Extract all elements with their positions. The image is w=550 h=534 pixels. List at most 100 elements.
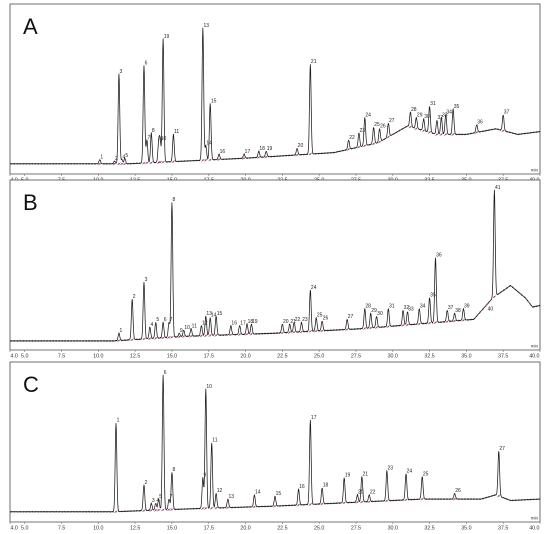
peak-label: 34 <box>446 110 452 116</box>
peak-area-marker <box>281 332 284 334</box>
peak-area-marker <box>190 335 192 337</box>
peak-area-marker <box>171 508 173 511</box>
peak-area-marker <box>121 163 123 165</box>
peak-label: 33 <box>408 306 414 312</box>
peak-label: 18 <box>323 483 329 489</box>
peak-area-marker <box>309 153 312 155</box>
peak-label: 36 <box>477 119 483 125</box>
x-unit-label: min <box>531 168 539 173</box>
peak-area-marker <box>200 335 203 337</box>
x-tick-label: 4.0 <box>11 354 18 360</box>
peak-area-marker <box>202 507 204 510</box>
peak-label: 10 <box>206 384 212 390</box>
peak-area-marker <box>296 154 298 156</box>
peak-area-marker <box>168 508 170 511</box>
peak-area-marker <box>498 495 500 497</box>
peak-label: 12 <box>217 488 223 494</box>
peak-label: 19 <box>345 473 351 479</box>
peak-label: 14 <box>211 313 217 319</box>
peak-label: 28 <box>411 107 417 113</box>
peak-label: 9 <box>159 138 162 144</box>
peak-area-marker <box>462 319 465 321</box>
peak-label: 38 <box>455 308 461 314</box>
peak-area-marker <box>150 509 153 512</box>
peak-area-marker <box>405 499 407 501</box>
panel-letter: C <box>23 372 39 397</box>
peak-area-marker <box>321 503 323 505</box>
peak-label: 3 <box>152 498 155 504</box>
peak-label: 21 <box>311 59 317 65</box>
peak-label: 9 <box>180 328 183 334</box>
x-tick-label: 40.0 <box>529 526 539 532</box>
peak-label: 10 <box>184 325 190 331</box>
peak-label: 6 <box>164 317 167 323</box>
peak-label: 32 <box>404 305 410 311</box>
peak-label: 16 <box>220 149 226 155</box>
panel-a: A4.05.07.510.012.515.017.520.022.525.027… <box>9 3 541 184</box>
peak-area-marker <box>387 136 390 138</box>
x-tick-label: 15.0 <box>167 526 177 532</box>
peak-label: 9 <box>203 473 206 479</box>
peak-label: 15 <box>217 311 223 317</box>
peak-area-marker <box>143 509 145 512</box>
x-tick-label: 15.0 <box>167 354 177 360</box>
peak-area-marker <box>453 498 456 500</box>
peak-area-marker <box>162 337 164 339</box>
x-tick-label: 30.0 <box>388 354 398 360</box>
peak-label: 1 <box>120 328 123 334</box>
x-tick-label: 22.5 <box>277 354 287 360</box>
x-tick-label: 7.5 <box>58 354 65 360</box>
peak-label: 27 <box>499 446 505 452</box>
peak-area-marker <box>118 163 120 165</box>
chromatogram-trace <box>9 374 541 513</box>
peak-label: 6 <box>164 370 167 376</box>
peak-label: 5 <box>156 317 159 323</box>
peak-area-marker <box>238 333 241 336</box>
peak-label: 8 <box>173 197 176 203</box>
peak-label: 24 <box>365 112 371 118</box>
peak-label: 22 <box>370 490 376 496</box>
x-tick-label: 40.0 <box>529 354 539 360</box>
x-tick-label: 5.0 <box>21 354 28 360</box>
peak-label: 8 <box>152 128 155 134</box>
peak-area-marker <box>475 131 478 134</box>
peak-area-marker <box>402 324 404 326</box>
peak-area-marker <box>440 133 443 136</box>
peak-label: 27 <box>389 118 395 124</box>
peak-area-marker <box>250 333 253 335</box>
peak-label: 25 <box>423 471 429 477</box>
peak-area-marker <box>168 336 170 339</box>
x-tick-label: 37.5 <box>498 526 508 532</box>
peak-label: 31 <box>389 303 395 309</box>
peak-area-marker <box>149 337 151 340</box>
peak-area-marker <box>364 327 366 330</box>
peak-area-marker <box>157 161 160 164</box>
peak-label: 24 <box>311 285 317 291</box>
peak-area-marker <box>162 509 164 511</box>
peak-label: 7 <box>170 317 173 323</box>
x-tick-label: 10.0 <box>93 354 103 360</box>
panel-letter: A <box>23 14 38 39</box>
peak-label: 5 <box>125 153 128 159</box>
peak-area-marker <box>183 335 185 338</box>
peak-area-marker <box>162 161 164 163</box>
peak-area-marker <box>274 505 276 507</box>
peak-label: 41 <box>495 185 501 191</box>
peak-label: 36 <box>436 253 442 259</box>
x-tick-label: 35.0 <box>461 354 471 360</box>
x-tick-label: 12.5 <box>130 354 140 360</box>
peak-area-marker <box>428 322 431 324</box>
panel-b: B4.0 5.0 7.5 10.0 12.5 15.0 17.5 20.0 22.5 25.0 27… <box>9 179 541 360</box>
peak-area-marker <box>309 503 312 506</box>
peak-label: 20 <box>358 490 364 496</box>
x-tick-label: 5.0 <box>21 526 28 532</box>
peak-area-marker <box>202 159 204 161</box>
peak-area-marker <box>369 327 372 329</box>
peak-label: 6 <box>145 61 148 67</box>
peak-area-marker <box>209 159 211 161</box>
panel-frame <box>9 179 541 351</box>
peak-label: 13 <box>203 23 209 29</box>
peak-area-marker <box>309 330 312 333</box>
peak-label: 14 <box>206 140 212 146</box>
